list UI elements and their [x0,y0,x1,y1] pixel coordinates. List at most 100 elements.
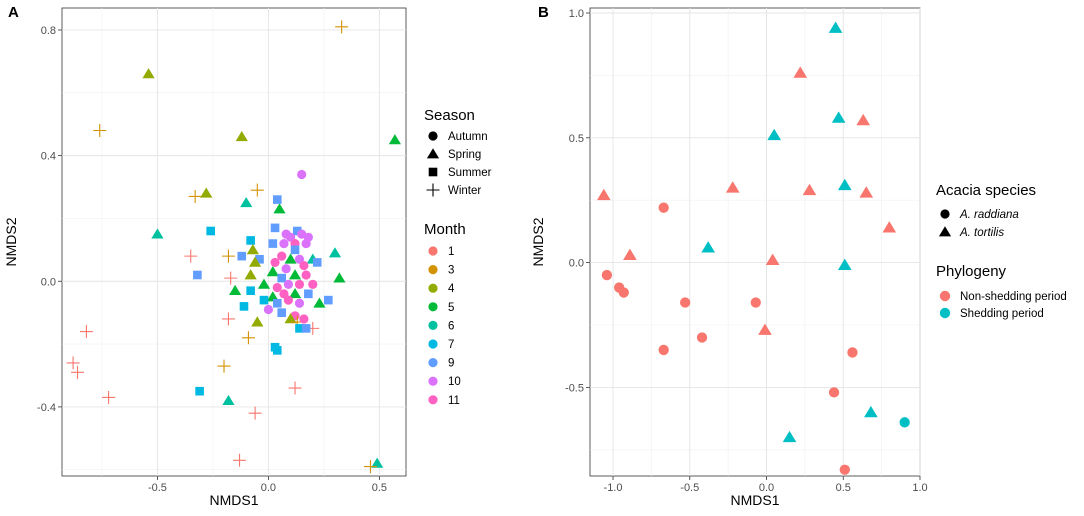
legend-label-month-3: 3 [448,265,454,277]
x-tick-label: 0.0 [261,482,276,494]
data-point [284,253,297,264]
data-point [839,464,850,475]
legend-label-month-6: 6 [448,320,454,332]
data-point [288,288,302,299]
legend-label-phylogeny: Shedding period [960,308,1044,320]
data-point [277,251,287,261]
x-tick-label: 0.0 [759,482,774,494]
x-axis-title-b: NMDS1 [730,492,779,508]
data-point [221,249,235,263]
data-point [301,270,311,280]
legend-key-month-3 [428,265,438,275]
data-point [297,169,307,180]
data-point [696,332,708,343]
legend-key-month-6 [428,320,438,330]
legend-key-species-icon [938,226,952,237]
data-point [193,270,202,280]
x-tick-label: -0.5 [148,482,167,494]
x-tick-label: -0.5 [680,482,699,494]
legend-title-acacia-species: Acacia species [936,182,1036,199]
data-point [270,257,280,268]
data-point [301,238,311,249]
y-tick-label: -0.5 [565,382,584,394]
data-point [268,239,278,248]
legend-key-month-9 [428,358,438,368]
data-point [312,258,322,267]
y-tick-label: 0.0 [41,276,56,288]
data-point [277,308,287,317]
data-point [71,365,85,379]
data-point [299,314,309,324]
data-point [263,304,273,315]
legend-key-month-1 [428,246,438,256]
legend-label-month-11: 11 [448,395,460,407]
data-point [250,183,264,197]
legend-key-month-10 [428,376,438,386]
legend-key-phylogeny [939,290,951,302]
data-point [828,387,840,398]
data-point [93,123,107,137]
x-tick-label: -1.0 [604,482,623,494]
data-point [279,238,289,249]
data-point [294,298,305,308]
plot-area-b [589,7,921,477]
data-point [195,386,204,396]
data-point [864,405,878,418]
data-point [229,284,242,296]
data-point [241,331,255,345]
grid-b [590,8,921,476]
legend-label-species: A. tortilis [959,227,1004,239]
data-point [859,186,874,198]
data-point [270,223,280,233]
data-point [272,298,282,308]
legend-label-month-1: 1 [448,246,454,258]
legend-label-winter: Winter [448,185,481,197]
data-point [255,254,264,264]
data-point [750,297,761,308]
data-point [184,249,198,263]
legend-title-season: Season [424,107,475,124]
data-point [765,253,780,265]
data-point [244,269,257,280]
data-point [335,20,349,34]
data-point [235,130,248,142]
data-point [224,271,238,285]
legend-key-spring-icon [426,148,440,159]
legend-label-spring: Spring [448,149,481,161]
data-point [251,316,264,327]
data-point [281,264,291,274]
data-point [847,347,858,358]
legend-key-species-icon [940,209,950,219]
data-point [782,430,797,443]
data-point [283,295,293,305]
data-point [266,291,279,302]
data-point [222,394,235,405]
legend-key-month-5 [428,302,438,312]
data-point [233,453,247,467]
data-point [79,325,93,339]
data-point [596,188,611,201]
data-point [618,287,629,298]
data-point [856,113,871,126]
data-point [299,260,309,271]
y-tick-label: -0.4 [37,402,56,414]
data-point [290,245,300,255]
data-point [246,286,255,295]
plot-area-a [61,7,407,477]
y-axis-title-a: NMDS2 [3,217,19,266]
panel-label-a: A [8,4,19,21]
data-point [266,266,279,277]
data-point [259,295,269,305]
y-tick-label: 0.8 [41,25,56,37]
data-point [802,183,817,196]
points-b [596,21,910,475]
legend-label-month-7: 7 [448,339,454,351]
data-point [793,66,808,78]
data-point [294,279,305,290]
legend-key-month-11 [428,395,438,405]
legend-a: Season Autumn Spring Summer Winter Month 1 3 4 5 6… [424,107,492,407]
data-point [725,181,740,193]
data-point [277,273,287,283]
legend-key-winter-icon [426,183,440,197]
legend-key-phylogeny [939,307,951,319]
